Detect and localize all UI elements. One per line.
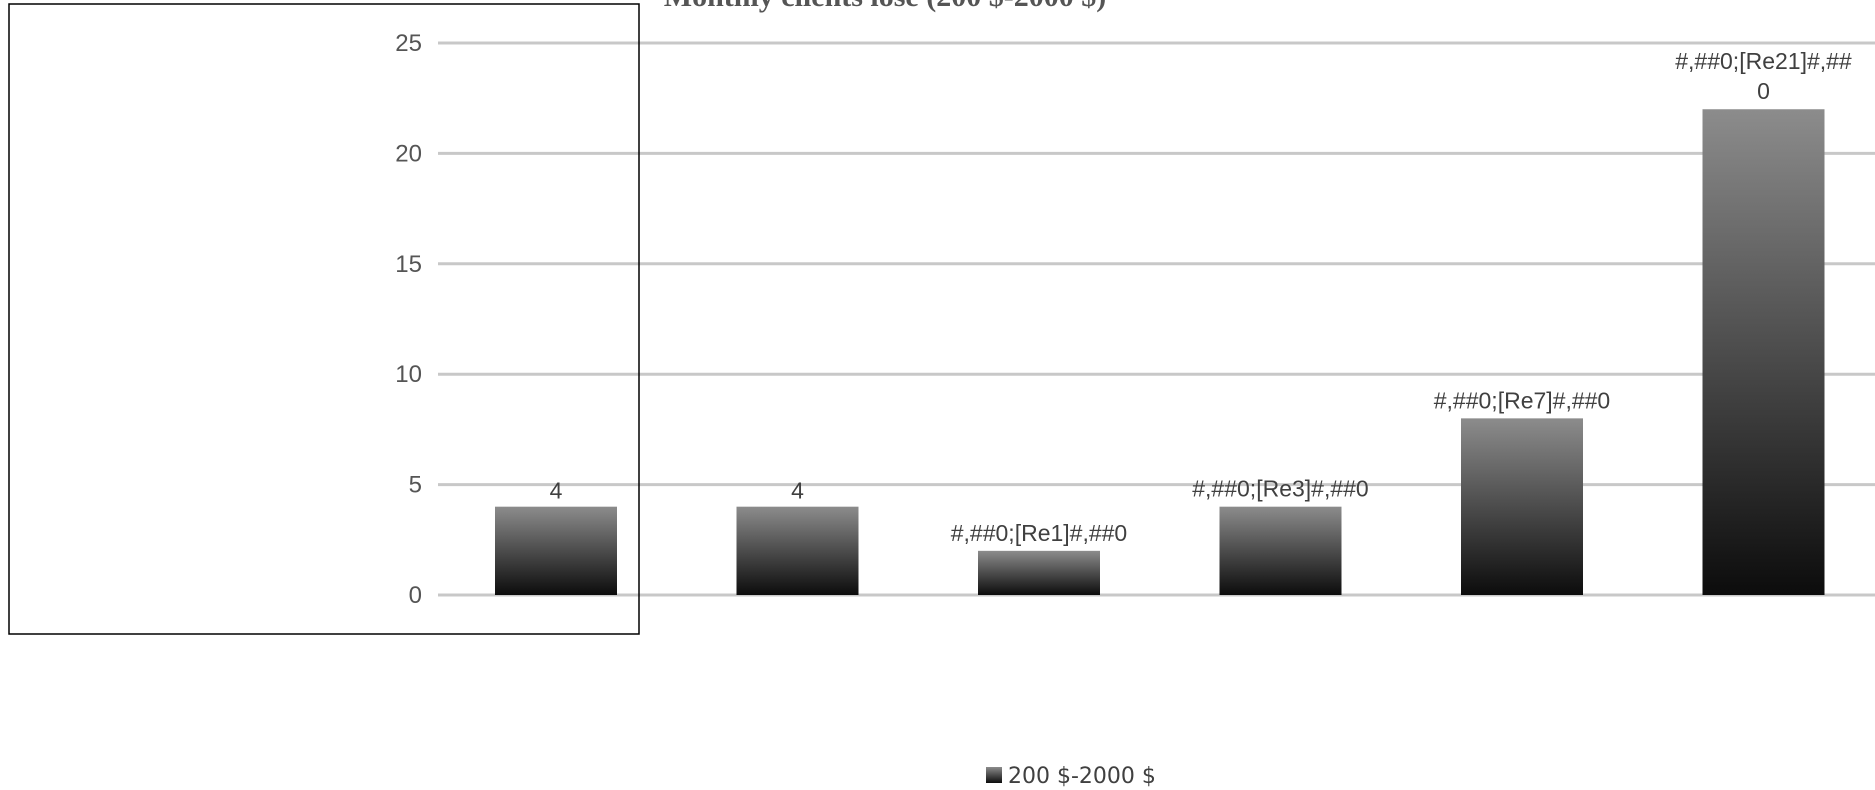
y-axis-tick-labels: 0 5 10 15 20 25 [395,30,422,609]
bar [1219,506,1342,595]
overlay-box [8,3,640,635]
y-tick-label: 25 [395,30,422,57]
legend-swatch [986,767,1002,783]
y-tick-label: 5 [409,472,422,499]
bars [495,109,1825,596]
data-label: 4 [550,478,563,504]
data-label: #,##0;[Re3]#,##0 [1192,476,1368,502]
bar [1461,418,1583,595]
data-label: #,##0;[Re21]#,## [1675,48,1852,74]
bar [495,506,617,595]
chart-title: Monthly clients lose (200 $-2000 $) [664,0,1106,13]
y-tick-label: 0 [409,582,422,609]
y-tick-label: 15 [395,251,422,278]
gridlines [438,41,1875,597]
data-labels: 4 4 #,##0;[Re1]#,##0 #,##0;[Re3]#,##0 #,##0;… [550,48,1852,546]
legend: 200 $-2000 $ [986,764,1156,789]
bar [1702,109,1825,596]
bar [736,506,859,595]
bar [978,550,1100,595]
data-label: 4 [791,478,804,504]
y-tick-label: 10 [395,361,422,388]
data-label: 0 [1757,78,1770,104]
y-tick-label: 20 [395,140,422,167]
data-label: #,##0;[Re1]#,##0 [951,520,1127,546]
data-label: #,##0;[Re7]#,##0 [1434,387,1610,413]
legend-label: 200 $-2000 $ [1008,764,1156,789]
